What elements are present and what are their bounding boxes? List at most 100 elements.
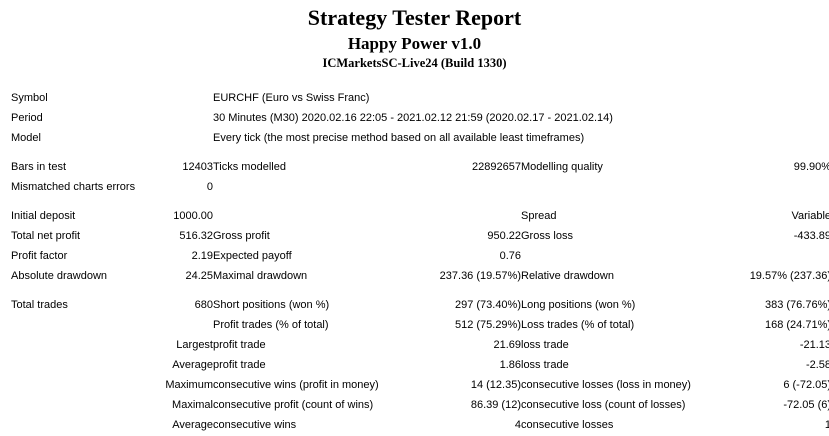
stat-label: Expected payoff <box>213 250 292 262</box>
stat-value: 2.19 <box>191 250 213 262</box>
setting-label: Model <box>11 132 41 144</box>
stat-value: 21.69 <box>493 339 521 351</box>
stat-value: Average <box>172 419 213 431</box>
stat-value: 297 (73.40%) <box>454 299 521 311</box>
stat-value: 0.76 <box>499 250 521 262</box>
setting-label: Period <box>11 112 43 124</box>
stat-value: -2.58 <box>805 359 829 371</box>
stat-value: 950.22 <box>487 230 521 242</box>
stat-value <box>142 315 213 335</box>
report-row-settings-0: Symbol EURCHF (Euro vs Swiss Franc) <box>11 88 829 108</box>
report-row-trades-5: Maximal consecutive profit (count of wins… <box>11 395 829 415</box>
stat-value <box>413 177 521 197</box>
report-table-body: Symbol EURCHF (Euro vs Swiss Franc) Period… <box>11 88 829 435</box>
report-row-settings-2: Model Every tick (the most precise method… <box>11 128 829 148</box>
stat-label: Initial deposit <box>11 210 76 222</box>
report-row-trades-6: Average consecutive wins 4 consecutive loss… <box>11 415 829 435</box>
stat-value: -72.05 (6) <box>783 399 829 411</box>
stat-value: Average <box>172 359 213 371</box>
stat-label <box>11 335 142 355</box>
report-row-modelling-0: Bars in test 12403 Ticks modelled 22892657 M… <box>11 157 829 177</box>
stat-label <box>11 375 142 395</box>
stat-label <box>213 177 413 197</box>
stat-value: 19.57% (237.36) <box>749 270 829 282</box>
setting-spacer <box>142 108 213 128</box>
stat-value: -433.89 <box>793 230 829 242</box>
stat-value: 1 <box>824 419 829 431</box>
stat-value: 22892657 <box>472 161 521 173</box>
stat-label: profit trade <box>213 339 266 351</box>
stat-label: loss trade <box>521 339 569 351</box>
report-row-trades-2: Largest profit trade 21.69 loss trade -21.13 <box>11 335 829 355</box>
stat-value: 680 <box>194 299 213 311</box>
stat-label <box>11 355 142 375</box>
stat-value: 383 (76.76%) <box>764 299 829 311</box>
stat-label: Maximal drawdown <box>213 270 308 282</box>
stat-label: Profit factor <box>11 250 68 262</box>
stat-label <box>521 246 717 266</box>
stat-label: Total net profit <box>11 230 81 242</box>
report-row-profit-1: Total net profit 516.32 Gross profit 950.22… <box>11 226 829 246</box>
stat-value: Maximum <box>165 379 213 391</box>
stat-value <box>413 206 521 226</box>
stat-label: Modelling quality <box>521 161 603 173</box>
stat-value: 168 (24.71%) <box>764 319 829 331</box>
setting-value: Every tick (the most precise method base… <box>213 132 585 144</box>
stat-label <box>213 206 413 226</box>
stat-label <box>11 315 142 335</box>
stat-label <box>11 395 142 415</box>
stat-label: Absolute drawdown <box>11 270 108 282</box>
stat-label: Spread <box>521 210 557 222</box>
setting-spacer <box>142 88 213 108</box>
stat-value: -21.13 <box>799 339 829 351</box>
report-row-trades-3: Average profit trade 1.86 loss trade -2.58 <box>11 355 829 375</box>
stat-value: 14 (12.35) <box>470 379 521 391</box>
setting-value: EURCHF (Euro vs Swiss Franc) <box>213 92 370 104</box>
stat-value: 516.32 <box>179 230 213 242</box>
section-gap <box>11 148 829 157</box>
stat-label: Relative drawdown <box>521 270 614 282</box>
stat-label: Mismatched charts errors <box>11 181 136 193</box>
stat-label: consecutive wins <box>213 419 297 431</box>
stat-value: Maximal <box>172 399 213 411</box>
stat-value: 0 <box>206 181 213 193</box>
gap-cell <box>11 148 829 157</box>
stat-label: consecutive wins (profit in money) <box>213 379 379 391</box>
stat-value: 6 (-72.05) <box>783 379 829 391</box>
stat-label: Short positions (won %) <box>213 299 330 311</box>
server-build: ICMarketsSC-Live24 (Build 1330) <box>322 56 507 70</box>
stat-label: consecutive losses (loss in money) <box>521 379 691 391</box>
stat-value: 1000.00 <box>173 210 213 222</box>
stat-label: consecutive losses <box>521 419 614 431</box>
report-table: Symbol EURCHF (Euro vs Swiss Franc) Period… <box>11 88 829 435</box>
gap-cell <box>11 286 829 295</box>
stat-label: Bars in test <box>11 161 67 173</box>
strategy-name: Happy Power v1.0 <box>347 34 482 53</box>
setting-value: 30 Minutes (M30) 2020.02.16 22:05 - 2021… <box>213 112 613 124</box>
gap-cell <box>11 197 829 206</box>
stat-label: loss trade <box>521 359 569 371</box>
report-row-trades-4: Maximum consecutive wins (profit in money… <box>11 375 829 395</box>
section-gap <box>11 286 829 295</box>
stat-value: 12403 <box>182 161 213 173</box>
report-row-profit-3: Absolute drawdown 24.25 Maximal drawdown 23… <box>11 266 829 286</box>
stat-label: Long positions (won %) <box>521 299 636 311</box>
section-gap <box>11 197 829 206</box>
stat-value <box>717 177 829 197</box>
report-row-trades-0: Total trades 680 Short positions (won %) 29… <box>11 295 829 315</box>
stat-value: Variable <box>791 210 829 222</box>
stat-value: 24.25 <box>185 270 213 282</box>
stat-value: 99.90% <box>793 161 829 173</box>
setting-spacer <box>142 128 213 148</box>
setting-label: Symbol <box>11 92 48 104</box>
report-header: Strategy Tester Report Happy Power v1.0 … <box>0 0 829 72</box>
stat-label <box>521 177 717 197</box>
stat-value: 4 <box>514 419 521 431</box>
report-row-profit-2: Profit factor 2.19 Expected payoff 0.76 <box>11 246 829 266</box>
stat-label: Profit trades (% of total) <box>213 319 329 331</box>
stat-value <box>717 246 829 266</box>
stat-value: 237.36 (19.57%) <box>439 270 521 282</box>
report-row-settings-1: Period 30 Minutes (M30) 2020.02.16 22:05 … <box>11 108 829 128</box>
stat-label: Loss trades (% of total) <box>521 319 635 331</box>
report-row-trades-1: Profit trades (% of total) 512 (75.29%) Lo… <box>11 315 829 335</box>
